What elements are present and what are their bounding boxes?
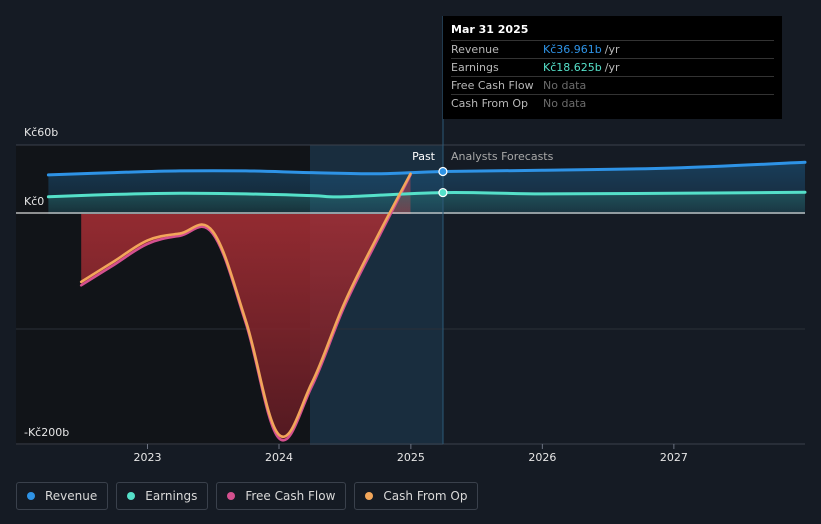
legend: Revenue Earnings Free Cash Flow Cash Fro…	[16, 482, 479, 510]
tooltip: Mar 31 2025 Revenue Kč36.961b /yr Earnin…	[443, 16, 782, 119]
legend-dot-icon	[27, 492, 35, 500]
earnings-area	[48, 192, 805, 214]
tooltip-value: No data	[543, 97, 587, 110]
x-tick-label: 2024	[265, 451, 293, 464]
legend-revenue[interactable]: Revenue	[16, 482, 109, 510]
legend-free-cash-flow[interactable]: Free Cash Flow	[216, 482, 347, 510]
tooltip-row-cash-from-op: Cash From Op No data	[451, 94, 774, 112]
x-tick-label: 2023	[134, 451, 162, 464]
legend-cash-from-op[interactable]: Cash From Op	[354, 482, 479, 510]
tooltip-value: Kč18.625b	[543, 61, 602, 74]
tooltip-row-revenue: Revenue Kč36.961b /yr	[451, 40, 774, 58]
y-tick-zero: Kč0	[24, 195, 44, 208]
tooltip-value: Kč36.961b	[543, 43, 602, 56]
earnings-line	[46, 190, 807, 199]
tooltip-label: Cash From Op	[451, 97, 529, 110]
tooltip-row-earnings: Earnings Kč18.625b /yr	[451, 58, 774, 76]
tooltip-unit: /yr	[604, 61, 620, 74]
legend-label: Earnings	[145, 489, 198, 503]
x-tick-label: 2025	[397, 451, 425, 464]
x-tick-label: 2027	[660, 451, 688, 464]
earnings-marker	[438, 187, 448, 198]
forecast-label: Analysts Forecasts	[451, 150, 554, 163]
tooltip-unit: /yr	[604, 43, 620, 56]
y-tick-top: Kč60b	[24, 126, 58, 139]
legend-earnings[interactable]: Earnings	[116, 482, 209, 510]
y-tick-bottom: -Kč200b	[24, 426, 69, 439]
tooltip-label: Free Cash Flow	[451, 79, 534, 92]
legend-label: Revenue	[45, 489, 98, 503]
tooltip-label: Earnings	[451, 61, 499, 74]
legend-label: Cash From Op	[383, 489, 468, 503]
tooltip-row-free-cash-flow: Free Cash Flow No data	[451, 76, 774, 94]
tooltip-label: Revenue	[451, 43, 499, 56]
legend-dot-icon	[127, 492, 136, 500]
tooltip-value: No data	[543, 79, 587, 92]
revenue-line	[46, 160, 807, 177]
legend-dot-icon	[227, 492, 236, 500]
legend-dot-icon	[365, 492, 374, 500]
past-label: Past	[412, 150, 436, 163]
legend-label: Free Cash Flow	[245, 489, 336, 503]
x-tick-label: 2026	[528, 451, 556, 464]
tooltip-date: Mar 31 2025	[451, 23, 529, 36]
cash-from-op-line	[79, 172, 412, 439]
free-cash-flow-area	[81, 174, 411, 441]
revenue-marker	[438, 166, 448, 177]
